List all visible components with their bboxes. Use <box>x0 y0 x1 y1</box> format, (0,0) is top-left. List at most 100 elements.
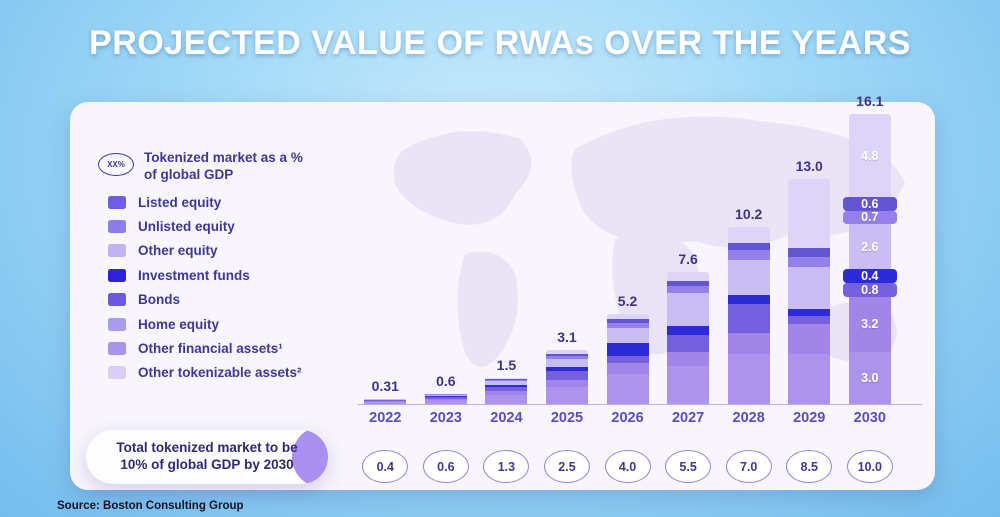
segment-bonds <box>727 303 770 333</box>
year-label-2026: 2026 <box>611 410 644 426</box>
gdp-percent-oval: 4.0 <box>604 450 651 483</box>
segment-value-label: 0.4 <box>861 268 879 283</box>
stacked-bar-2023 <box>419 393 473 404</box>
segment-investment_funds <box>424 396 467 397</box>
gdp-oval-cell: 10.0 <box>840 450 901 483</box>
gdp-oval-cell: 0.6 <box>416 450 477 483</box>
chart-card: XX% Tokenized market as a % of global GD… <box>70 93 935 490</box>
segment-listed_equity <box>788 353 831 404</box>
segment-value-label: 3.2 <box>861 317 879 332</box>
year-label-2023: 2023 <box>429 410 462 426</box>
year-label-2030: 2030 <box>853 410 886 426</box>
legend-swatch-icon <box>108 220 126 234</box>
segment-home_equity <box>667 352 710 366</box>
segment-bonds: 0.8 <box>842 282 897 297</box>
bar-chart: 0.31 0.6 1.5 3.1 5.2 7.6 10.2 13.0 16.1 4.8 0.6 0.7… <box>355 93 901 404</box>
segment-listed_equity <box>485 395 528 404</box>
gdp-percent-oval: 1.3 <box>483 450 530 483</box>
segment-unlisted_equity: 2.6 <box>848 224 891 270</box>
segment-other_tokenizable_assets: 4.8 <box>848 113 891 198</box>
gdp-note-text: Tokenized market as a % of global GDP <box>144 150 303 182</box>
segment-listed_equity <box>667 365 710 404</box>
stacked-bar-2024 <box>479 378 533 404</box>
bar-group-2030: 16.1 4.8 0.6 0.7 2.6 0.4 0.8 3.2 3.0 <box>840 93 901 404</box>
gdp-oval-cell: 1.3 <box>476 450 537 483</box>
segment-other_financial_assets <box>727 242 770 250</box>
year-label-2022: 2022 <box>369 410 402 426</box>
legend-gdp-note: XX% Tokenized market as a % of global GD… <box>98 150 303 184</box>
gdp-percent-oval: 5.5 <box>665 450 712 483</box>
bar-total-label: 0.6 <box>436 372 456 389</box>
legend-item-unlisted_equity: Unlisted equity <box>108 214 302 238</box>
segment-value-label: 4.8 <box>861 148 879 163</box>
segment-home_equity <box>606 363 649 374</box>
bar-group-2025: 3.1 <box>537 110 598 404</box>
segment-investment_funds: 0.4 <box>842 268 897 283</box>
stacked-bar-2026 <box>601 313 655 404</box>
legend-label: Other financial assets¹ <box>138 341 283 357</box>
legend-label: Listed equity <box>138 194 222 210</box>
segment-investment_funds <box>788 308 831 316</box>
segment-unlisted_equity <box>606 327 649 344</box>
segment-unlisted_equity <box>788 267 831 309</box>
page-title: PROJECTED VALUE OF RWAs OVER THE YEARS <box>89 24 911 62</box>
segment-listed_equity <box>545 386 588 404</box>
callout-text: Total tokenized market to be 10% of glob… <box>116 440 298 472</box>
gdp-percent-oval: 2.5 <box>543 450 590 483</box>
gdp-oval-cell: 0.4 <box>355 450 416 483</box>
segment-unlisted_equity <box>667 293 710 327</box>
segment-other_financial_assets <box>667 281 710 287</box>
segment-listed_equity <box>424 400 467 404</box>
bar-group-2029: 13.0 <box>779 110 840 404</box>
legend-swatch-icon <box>108 342 126 356</box>
legend-swatch-icon <box>108 366 126 380</box>
segment-listed_equity: 3.0 <box>848 352 891 404</box>
xx-percent-icon: XX% <box>98 153 134 176</box>
segment-bonds <box>606 355 649 364</box>
segment-bonds <box>485 387 528 392</box>
gdp-oval-cell: 5.5 <box>658 450 719 483</box>
segment-investment_funds <box>545 366 588 372</box>
bar-total-label: 10.2 <box>735 206 763 223</box>
segment-value-label: 0.8 <box>861 282 879 297</box>
segment-bonds <box>364 400 407 402</box>
bar-group-2028: 10.2 <box>718 110 779 404</box>
legend-label: Other tokenizable assets² <box>138 365 302 381</box>
segment-other_tokenizable_assets <box>606 313 649 320</box>
legend-label: Unlisted equity <box>138 219 235 235</box>
segment-investment_funds <box>606 343 649 356</box>
year-label-2024: 2024 <box>490 410 523 426</box>
bar-total-label: 7.6 <box>678 251 698 268</box>
gdp-percent-oval: 7.0 <box>725 450 772 483</box>
segment-unlisted_equity <box>545 358 588 367</box>
legend-item-listed_equity: Listed equity <box>108 190 302 214</box>
bar-total-label: 13.0 <box>795 157 823 174</box>
legend-label: Other equity <box>138 243 218 259</box>
segment-value-label: 0.7 <box>861 210 879 225</box>
segment-listed_equity <box>364 401 407 404</box>
stacked-bar-2022 <box>358 398 412 404</box>
stacked-bar-2028 <box>722 227 776 404</box>
year-label-2029: 2029 <box>793 410 826 426</box>
bar-group-2022: 0.31 <box>355 110 416 404</box>
legend: Listed equity Unlisted equity Other equity… <box>108 190 302 385</box>
segment-unlisted_equity <box>364 399 407 400</box>
segment-unlisted_equity <box>727 260 770 295</box>
segment-home_equity: 3.2 <box>848 296 891 353</box>
segment-home_equity <box>364 401 407 402</box>
stacked-bar-2030: 4.8 0.6 0.7 2.6 0.4 0.8 3.2 3.0 <box>842 113 897 404</box>
segment-other_financial_assets: 0.6 <box>842 197 897 211</box>
stacked-bar-2027 <box>661 272 715 404</box>
segment-other_equity <box>424 394 467 395</box>
legend-label: Home equity <box>138 316 220 332</box>
year-label-2027: 2027 <box>671 410 705 426</box>
gdp-oval-cell: 8.5 <box>779 450 840 483</box>
legend-swatch-icon <box>108 268 126 282</box>
segment-other_tokenizable_assets <box>485 378 528 379</box>
segment-other_tokenizable_assets <box>727 227 770 243</box>
bar-total-label: 3.1 <box>557 329 577 346</box>
segment-home_equity <box>424 398 467 401</box>
legend-item-investment_funds: Investment funds <box>108 263 302 287</box>
segment-other_equity <box>727 249 770 261</box>
